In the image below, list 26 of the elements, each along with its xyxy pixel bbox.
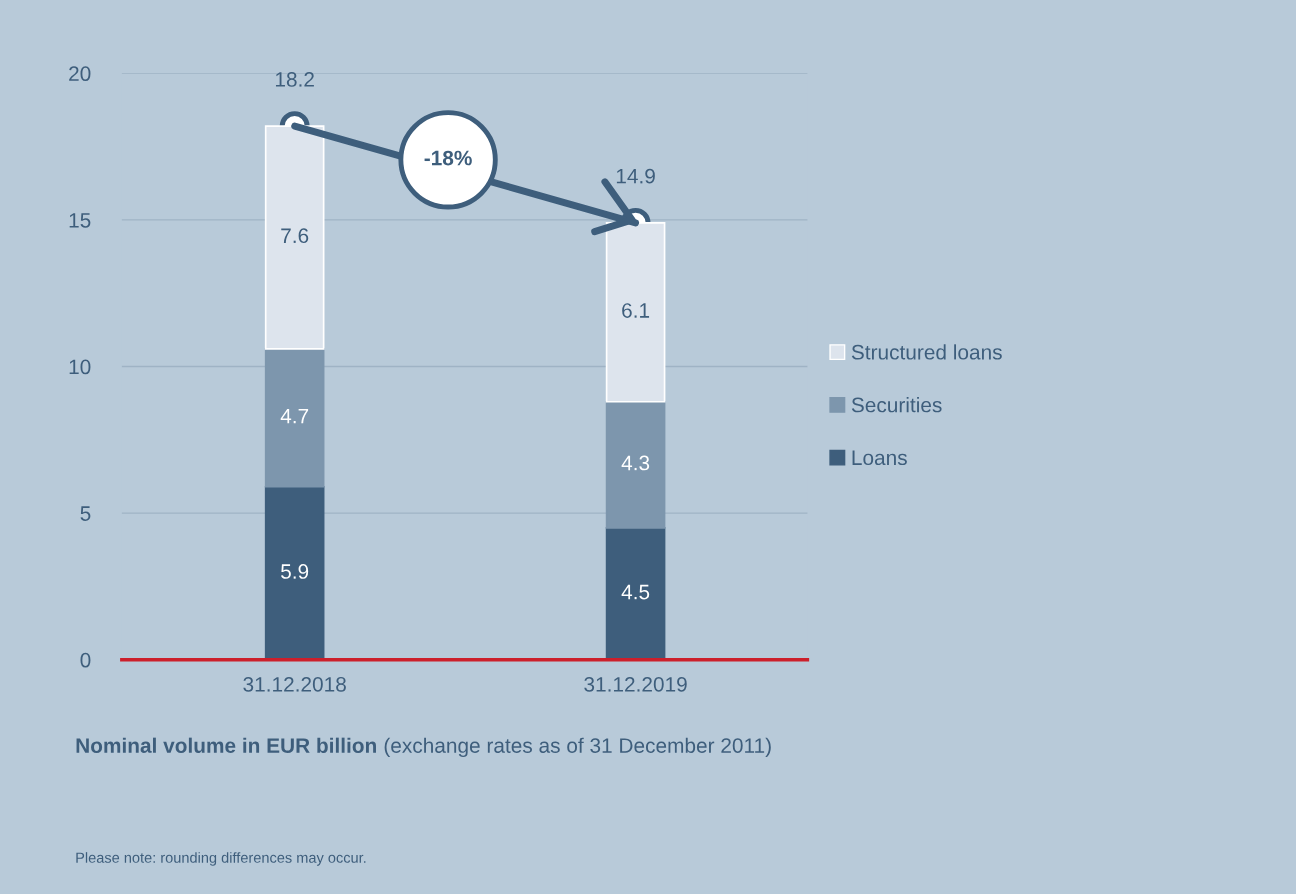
bar [605, 526, 666, 660]
x-tick-label: 31.12.2019 [584, 676, 687, 692]
bar [264, 348, 325, 488]
data-label: 6.1 [622, 303, 650, 318]
data-label: 4.7 [280, 408, 309, 424]
data-label: 5.9 [281, 564, 309, 579]
annotation: -18% [424, 150, 472, 166]
text: Please note: rounding differences may occur. [76, 852, 366, 866]
y-tick-label: 15 [69, 213, 91, 228]
text: (exchange rates as of 31 December 2011) [384, 737, 771, 758]
y-tick-label: 20 [69, 66, 91, 82]
bar [264, 485, 325, 660]
total-label: 14.9 [616, 168, 655, 184]
legend-label: Securities [851, 397, 942, 413]
y-tick-label: 5 [80, 506, 91, 521]
y-tick-label: 10 [69, 359, 91, 375]
data-label: 7.6 [281, 228, 309, 244]
x-tick-label: 31.12.2018 [243, 676, 346, 692]
legend-label: Loans [852, 450, 907, 466]
y-tick-label: 0 [80, 652, 91, 668]
text: Nominal volume in EUR billion [76, 737, 376, 753]
legend-label: Structured loans [851, 344, 1002, 360]
total-label: 18.2 [275, 72, 314, 87]
data-label: 4.3 [621, 455, 650, 471]
data-label: 4.5 [621, 584, 650, 600]
bar [605, 400, 666, 529]
